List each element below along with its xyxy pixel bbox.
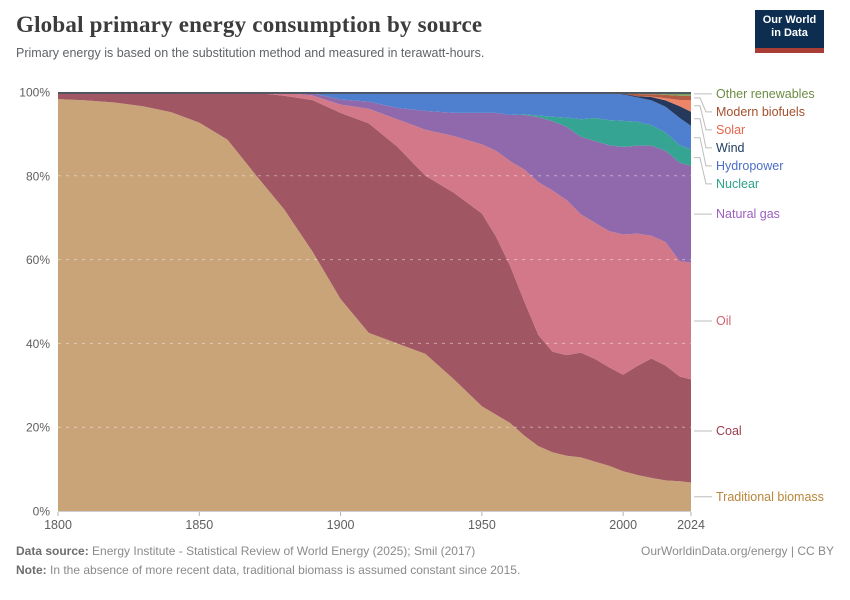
legend-connector-wind (694, 118, 712, 149)
x-axis: 1800 1850 1900 1950 2000 2024 (44, 511, 705, 532)
area-natural-gas[interactable] (58, 92, 691, 263)
owid-logo-line1: Our World (762, 14, 817, 26)
area-wind[interactable] (58, 92, 691, 126)
area-oil[interactable] (58, 92, 691, 380)
legend-connector-nuclear (694, 157, 712, 185)
area-traditional-biomass[interactable] (58, 99, 691, 511)
x-tick-label-1850: 1850 (185, 518, 213, 532)
legend-label-modern-biofuels[interactable]: Modern biofuels (716, 105, 805, 119)
y-tick-label-80: 80% (26, 169, 50, 183)
legend: Other renewables Modern biofuels Solar Wind… (694, 87, 824, 504)
legend-label-natural-gas[interactable]: Natural gas (716, 207, 780, 221)
owid-license-link[interactable]: OurWorldinData.org/energy | CC BY (641, 544, 834, 558)
chart-header: Global primary energy consumption by sou… (16, 10, 834, 60)
legend-label-nuclear[interactable]: Nuclear (716, 177, 759, 191)
owid-logo[interactable]: Our World in Data (755, 10, 824, 53)
legend-connector-modern-biofuels (694, 97, 712, 113)
x-tick-label-2000: 2000 (609, 518, 637, 532)
x-tick-label-1800: 1800 (44, 518, 72, 532)
legend-label-solar[interactable]: Solar (716, 123, 745, 137)
y-tick-label-100: 100% (19, 86, 50, 100)
data-source-line: Data source: Energy Institute - Statisti… (16, 544, 475, 558)
chart-footer: Data source: Energy Institute - Statisti… (16, 544, 834, 577)
y-tick-label-40: 40% (26, 337, 50, 351)
legend-label-other-renewables[interactable]: Other renewables (716, 87, 815, 101)
legend-label-hydropower[interactable]: Hydropower (716, 159, 783, 173)
y-axis: 0% 20% 40% 60% 80% 100% (19, 86, 50, 519)
note-line: Note: In the absence of more recent data… (16, 563, 834, 577)
x-tick-label-1900: 1900 (327, 518, 355, 532)
x-tick-label-2024: 2024 (677, 518, 705, 532)
legend-connector-solar (694, 105, 712, 131)
chart-subtitle: Primary energy is based on the substitut… (16, 46, 485, 60)
x-tick-label-1950: 1950 (468, 518, 496, 532)
page-title: Global primary energy consumption by sou… (16, 12, 483, 37)
y-tick-label-60: 60% (26, 253, 50, 267)
owid-logo-line2: in Data (771, 27, 808, 39)
legend-label-oil[interactable]: Oil (716, 314, 731, 328)
y-tick-label-20: 20% (26, 421, 50, 435)
legend-label-coal[interactable]: Coal (716, 424, 742, 438)
data-source-label: Data source: (16, 544, 89, 558)
note-text: In the absence of more recent data, trad… (46, 563, 521, 577)
legend-label-traditional-biomass[interactable]: Traditional biomass (716, 490, 824, 504)
legend-connector-hydropower (694, 137, 712, 167)
legend-label-wind[interactable]: Wind (716, 141, 745, 155)
data-source-text: Energy Institute - Statistical Review of… (88, 544, 476, 558)
y-tick-label-0: 0% (33, 505, 51, 519)
plot-areas (58, 92, 691, 511)
area-coal[interactable] (58, 92, 691, 483)
note-label: Note: (16, 563, 47, 577)
gridlines (58, 175, 691, 428)
area-hydropower[interactable] (58, 92, 691, 150)
